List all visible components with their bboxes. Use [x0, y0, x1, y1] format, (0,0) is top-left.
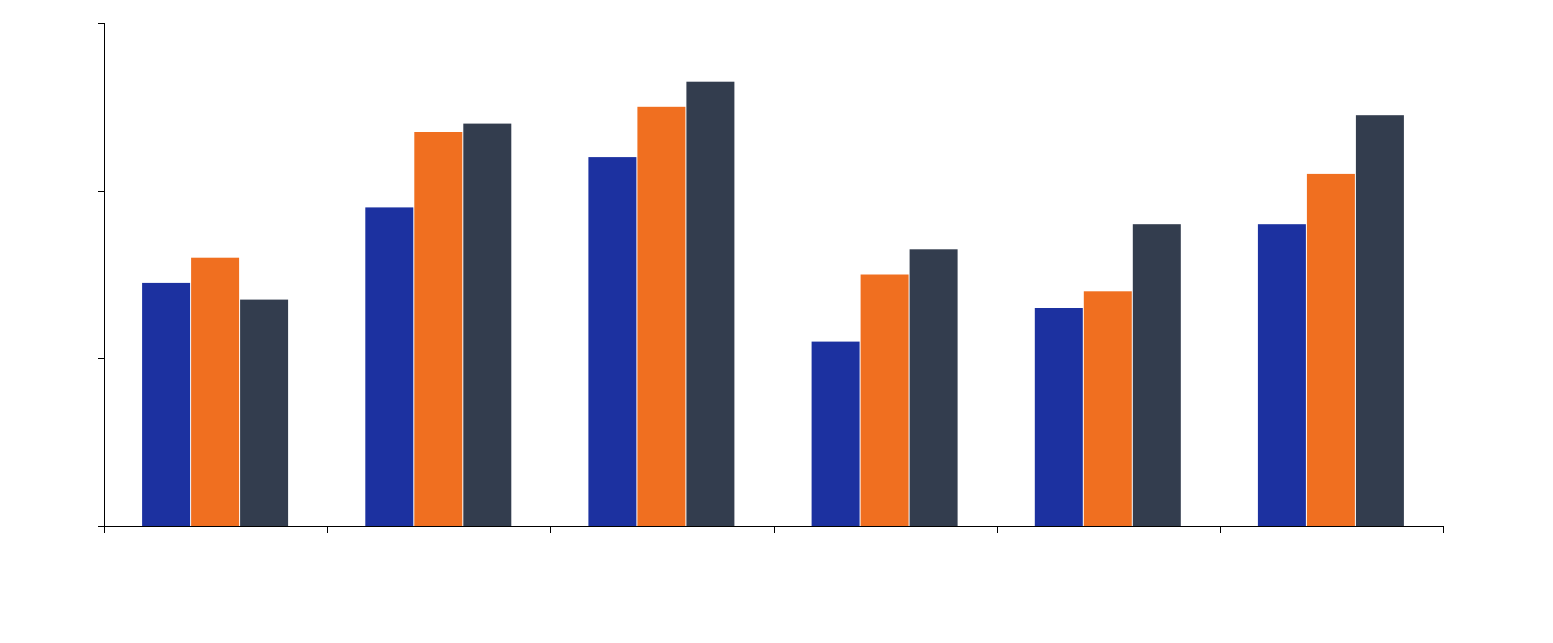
bars-group — [142, 81, 1404, 527]
bar-series-1-cat-2 — [365, 207, 414, 526]
bar-series-2-cat-4 — [860, 274, 909, 526]
bar-series-1-cat-6 — [1257, 224, 1306, 526]
bar-series-3-cat-1 — [240, 299, 289, 526]
bar-series-3-cat-5 — [1132, 224, 1181, 526]
bar-series-2-cat-1 — [191, 257, 240, 526]
bar-series-3-cat-6 — [1355, 115, 1404, 526]
bar-series-2-cat-3 — [637, 106, 686, 527]
bar-series-3-cat-3 — [686, 81, 735, 526]
bar-series-1-cat-3 — [588, 157, 637, 526]
bar-series-1-cat-5 — [1034, 308, 1083, 526]
bar-series-2-cat-5 — [1083, 291, 1132, 526]
axes-group — [98, 23, 1444, 533]
bar-series-3-cat-4 — [909, 249, 958, 527]
bar-series-2-cat-2 — [414, 132, 463, 526]
bar-series-1-cat-4 — [811, 341, 860, 526]
bar-series-1-cat-1 — [142, 282, 191, 526]
bar-series-2-cat-6 — [1306, 173, 1355, 526]
bar-series-3-cat-2 — [463, 123, 512, 526]
